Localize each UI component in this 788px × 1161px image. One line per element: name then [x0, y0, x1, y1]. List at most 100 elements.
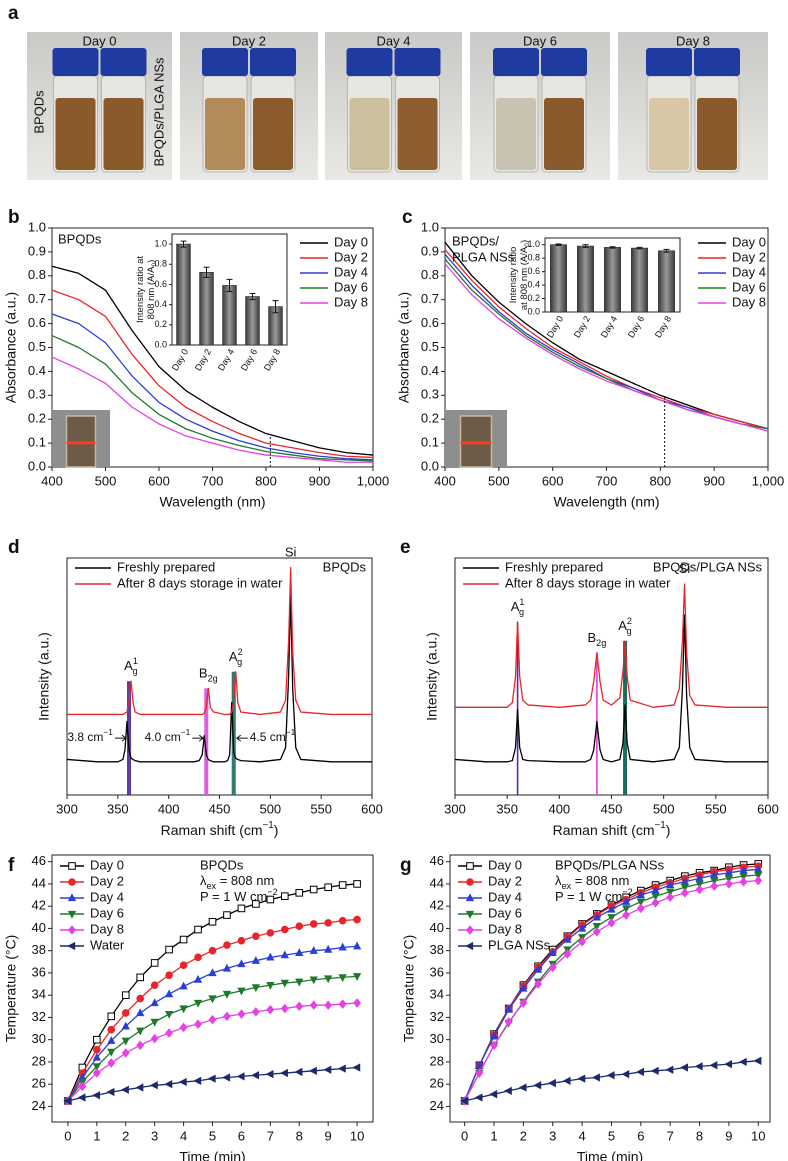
shift-arrow [235, 734, 248, 742]
marker [352, 1063, 361, 1072]
marker [179, 1005, 188, 1014]
inset-y-axis-label: Intensity ratio [508, 247, 519, 304]
x-tick-label: 400 [41, 473, 63, 488]
x-tick-label: 500 [488, 473, 510, 488]
marker [695, 884, 704, 895]
marker [489, 1090, 498, 1099]
inset-y-tick-label: 0.6 [154, 279, 167, 289]
panel-label: g [400, 855, 412, 876]
y-axis-label: Intensity (a.u.) [36, 632, 52, 721]
text-part: ex [207, 881, 217, 891]
text-part: ) [274, 822, 279, 838]
peak-label: A2 g [618, 616, 632, 636]
marker [577, 1074, 586, 1083]
text-part: 3.8 cm [67, 730, 103, 744]
annotation: BPQDs [58, 231, 102, 246]
x-tick-label: 10 [751, 1128, 765, 1143]
text-part: λ [555, 873, 562, 888]
y-tick-label: 36 [32, 964, 46, 979]
legend-marker [67, 910, 77, 919]
error-bar [636, 246, 643, 250]
marker [592, 1073, 600, 1082]
text-part: B [587, 630, 596, 645]
marker [266, 1004, 275, 1015]
marker [352, 941, 362, 950]
marker [237, 936, 246, 945]
marker [739, 872, 748, 881]
marker [577, 923, 587, 932]
series-line [66, 595, 372, 763]
marker [519, 998, 528, 1008]
series-line [51, 265, 374, 456]
legend-label: Day 2 [732, 249, 766, 264]
vial-liquid [103, 98, 144, 170]
vial-cap [394, 48, 441, 76]
legend-label: PLGA NSs [488, 937, 551, 952]
marker [622, 905, 631, 914]
y-tick-label: 36 [430, 964, 444, 979]
x-tick-label: 400 [158, 801, 180, 816]
marker [106, 1087, 115, 1097]
marker [651, 898, 660, 908]
series-line [51, 334, 374, 462]
text-part: B [199, 666, 208, 681]
text-part: P [200, 889, 208, 904]
marker [562, 1076, 571, 1085]
marker [207, 1074, 216, 1083]
marker [194, 925, 202, 934]
marker [563, 949, 572, 959]
text-part: g [519, 607, 524, 617]
y-tick-label: 0.4 [421, 363, 439, 378]
marker [179, 935, 188, 944]
marker [179, 961, 188, 969]
x-axis-label: Raman shift (cm−1) [161, 820, 279, 838]
text-part: −1 [181, 727, 191, 737]
marker [252, 932, 260, 941]
x-tick-label: 900 [309, 473, 331, 488]
marker [352, 973, 362, 981]
x-tick-label: 4 [578, 1128, 585, 1143]
marker [222, 963, 232, 972]
text-part: 0 [151, 263, 158, 267]
inset-x-tick-label: Day 0 [170, 347, 190, 372]
text-part: = 1 W cm [563, 889, 622, 904]
marker [179, 1022, 188, 1033]
x-tick-label: 1 [490, 1128, 497, 1143]
y-tick-label: 0.5 [421, 339, 439, 354]
marker [295, 889, 304, 897]
text-part: P [555, 889, 563, 904]
marker [309, 1000, 318, 1010]
annotation: P = 1 W cm−2 [200, 887, 278, 904]
y-tick-label: 30 [32, 1031, 46, 1046]
legend-label: Day 0 [334, 234, 368, 249]
x-tick-label: 1 [93, 1128, 100, 1143]
text-part: ) [146, 260, 157, 263]
marker [208, 968, 217, 977]
peak-label: B2g [587, 630, 606, 648]
marker [150, 998, 159, 1007]
marker [680, 888, 689, 898]
marker [121, 1085, 129, 1094]
x-tick-label: 8 [296, 1128, 303, 1143]
x-tick-label: 6 [238, 1128, 245, 1143]
legend-marker [466, 878, 474, 886]
legend-marker [67, 941, 76, 951]
marker [695, 880, 704, 889]
marker [178, 1077, 187, 1087]
y-tick-label: 0.1 [421, 435, 439, 450]
marker [753, 1056, 762, 1065]
text-part: ) [519, 240, 530, 243]
marker [739, 876, 748, 887]
legend-label: Day 4 [732, 264, 766, 279]
y-tick-label: 34 [32, 987, 46, 1002]
series-line [51, 289, 374, 459]
marker [266, 982, 275, 990]
y-tick-label: 0.4 [28, 363, 46, 378]
marker [150, 1033, 159, 1044]
x-tick-label: 400 [434, 473, 456, 488]
x-tick-label: 450 [209, 801, 231, 816]
text-part: Raman shift (cm [161, 822, 263, 838]
x-tick-label: 500 [653, 801, 675, 816]
marker [280, 925, 289, 934]
text-part: 1 [133, 657, 138, 667]
